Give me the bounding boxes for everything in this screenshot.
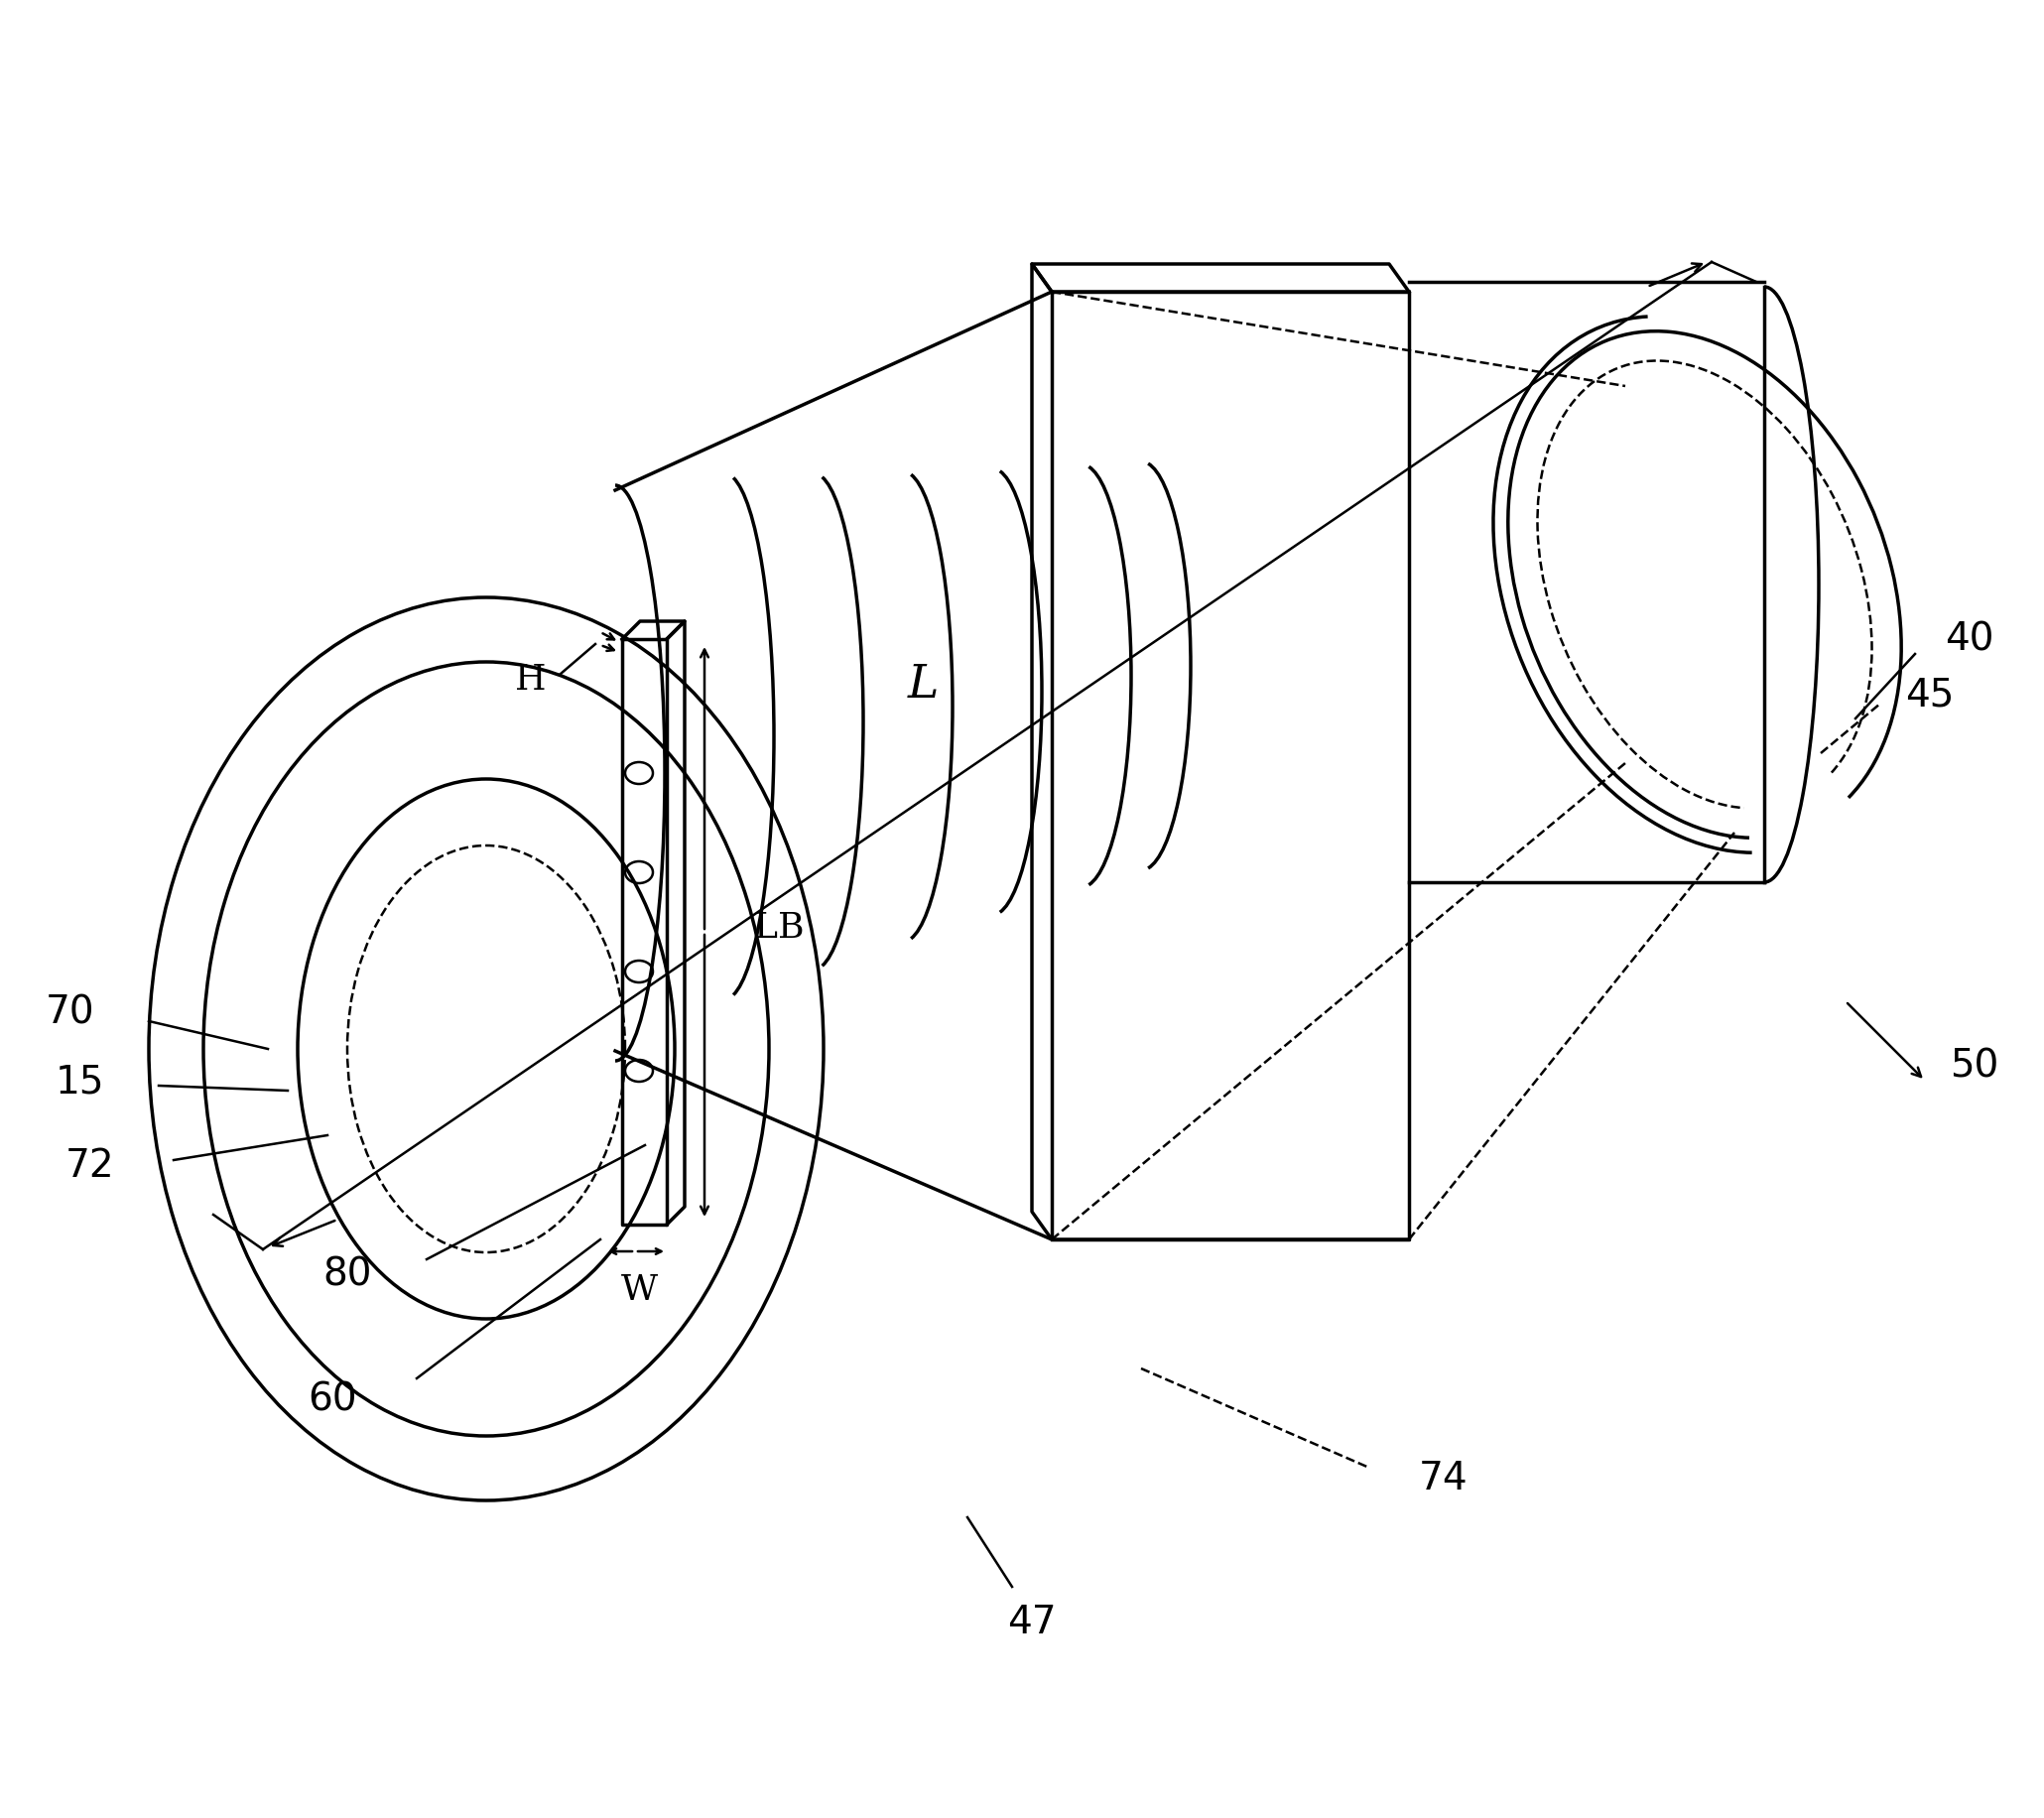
Text: W: W: [621, 1273, 658, 1305]
Text: 70: 70: [45, 993, 94, 1031]
Text: 47: 47: [1008, 1603, 1057, 1640]
Text: 40: 40: [1944, 622, 1993, 658]
Text: 72: 72: [65, 1147, 114, 1184]
Text: 50: 50: [1950, 1047, 1999, 1085]
Text: H: H: [515, 662, 546, 696]
Text: LB: LB: [754, 911, 805, 944]
Text: 60: 60: [309, 1380, 358, 1418]
Text: 45: 45: [1905, 676, 1954, 713]
Text: 74: 74: [1419, 1460, 1468, 1496]
Text: L: L: [908, 662, 938, 707]
Text: 15: 15: [55, 1062, 104, 1100]
Text: 80: 80: [323, 1256, 372, 1293]
